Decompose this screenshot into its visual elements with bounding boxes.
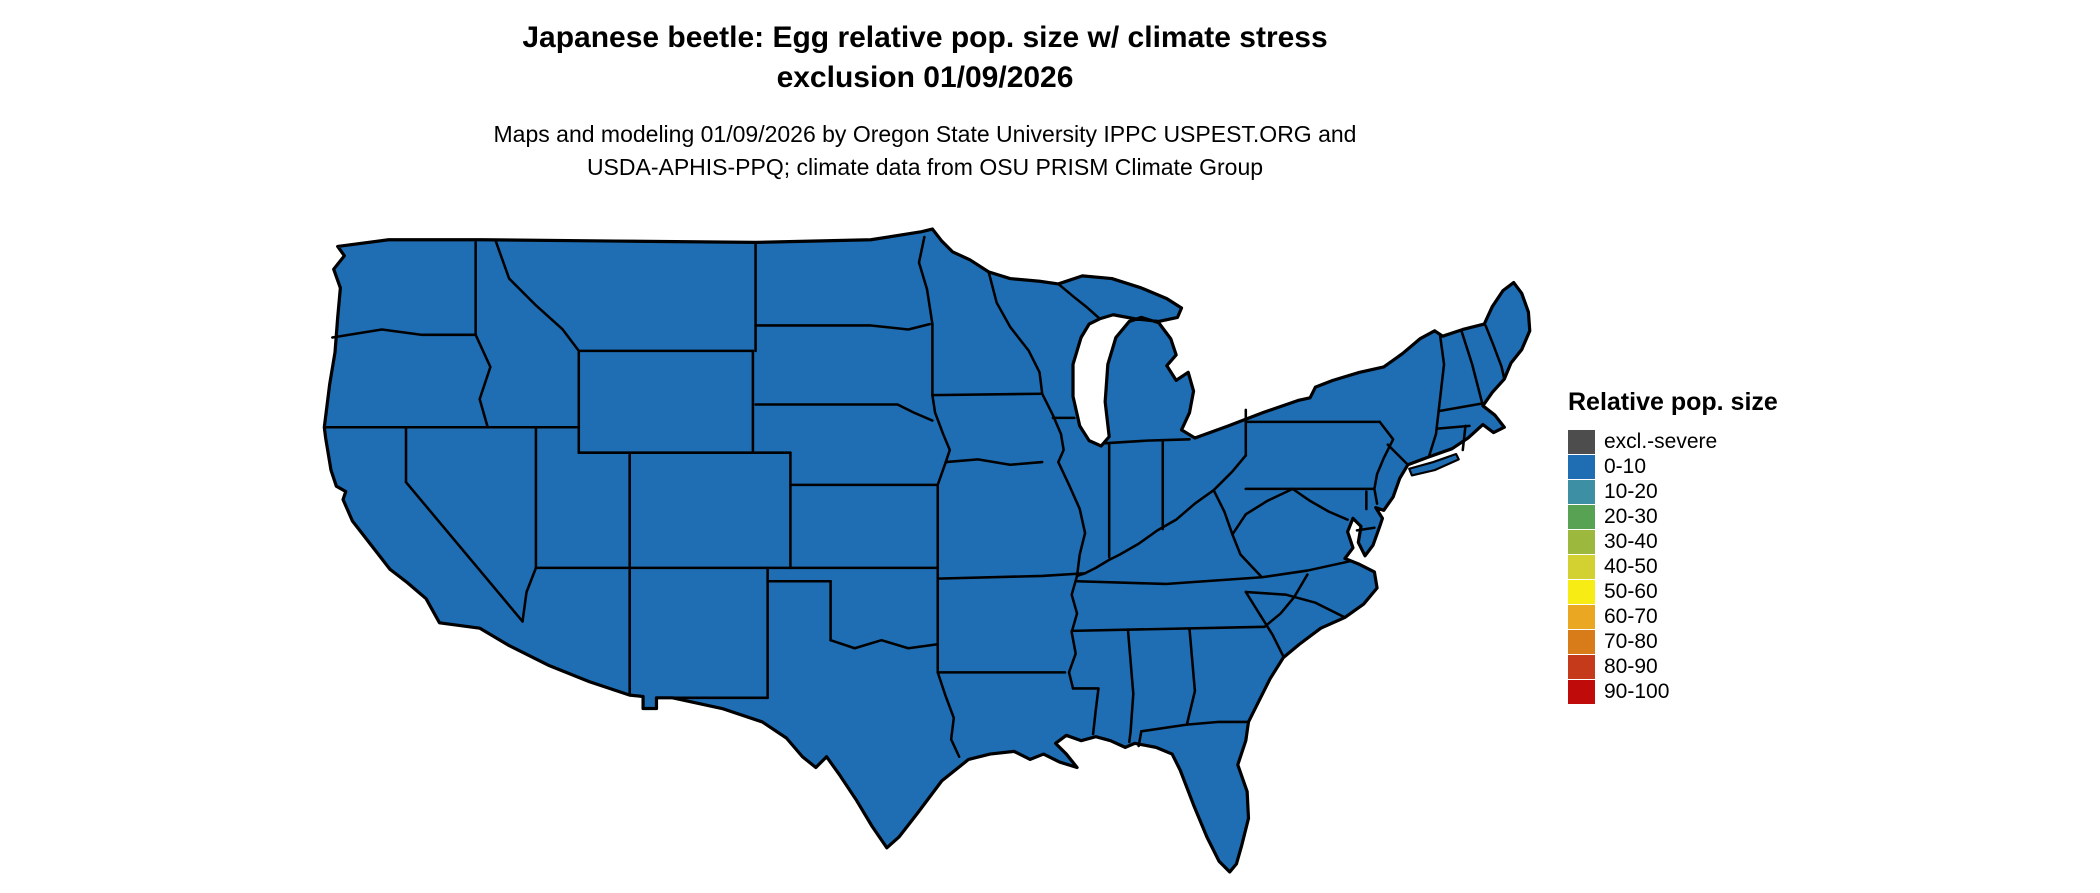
figure-title: Japanese beetle: Egg relative pop. size …: [0, 18, 1850, 98]
legend-swatch: [1568, 454, 1595, 479]
subtitle-line-1: Maps and modeling 01/09/2026 by Oregon S…: [493, 121, 1357, 147]
legend-swatch: [1568, 554, 1595, 579]
title-line-1: Japanese beetle: Egg relative pop. size …: [522, 21, 1328, 54]
legend-label: 70-80: [1604, 629, 1658, 653]
legend-item: 70-80: [1568, 629, 1888, 654]
legend-item: 0-10: [1568, 454, 1888, 479]
legend-label: 40-50: [1604, 554, 1658, 578]
legend-swatch: [1568, 479, 1595, 504]
legend-swatch: [1568, 654, 1595, 679]
legend-label: excl.-severe: [1604, 429, 1718, 453]
legend-label: 10-20: [1604, 479, 1658, 503]
legend-item: 90-100: [1568, 679, 1888, 704]
us-map-svg: [322, 227, 1532, 874]
legend-item: 80-90: [1568, 654, 1888, 679]
figure-subtitle: Maps and modeling 01/09/2026 by Oregon S…: [0, 118, 1850, 184]
legend-swatch: [1568, 629, 1595, 654]
legend-swatch: [1568, 504, 1595, 529]
legend-item: 30-40: [1568, 529, 1888, 554]
title-line-2: exclusion 01/09/2026: [776, 61, 1074, 94]
subtitle-line-2: USDA-APHIS-PPQ; climate data from OSU PR…: [586, 154, 1264, 180]
us-map: [308, 225, 1534, 888]
legend: Relative pop. size excl.-severe 0-10 10-…: [1568, 388, 1888, 704]
legend-item: 50-60: [1568, 579, 1888, 604]
legend-swatch: [1568, 604, 1595, 629]
legend-label: 20-30: [1604, 504, 1658, 528]
legend-item: excl.-severe: [1568, 429, 1888, 454]
legend-item: 10-20: [1568, 479, 1888, 504]
legend-swatch: [1568, 429, 1595, 454]
legend-title: Relative pop. size: [1568, 388, 1778, 416]
legend-swatch: [1568, 579, 1595, 604]
legend-item: 20-30: [1568, 504, 1888, 529]
legend-item: 40-50: [1568, 554, 1888, 579]
us-map-outline: [322, 227, 1532, 874]
legend-swatch: [1568, 529, 1595, 554]
state-borders: [323, 235, 1506, 759]
legend-label: 90-100: [1604, 679, 1670, 703]
legend-item: 60-70: [1568, 604, 1888, 629]
legend-label: 80-90: [1604, 654, 1658, 678]
legend-label: 30-40: [1604, 529, 1658, 553]
legend-swatch: [1568, 679, 1595, 704]
legend-label: 60-70: [1604, 604, 1658, 628]
legend-label: 0-10: [1604, 454, 1647, 478]
long-island: [1408, 452, 1460, 477]
legend-label: 50-60: [1604, 579, 1658, 603]
